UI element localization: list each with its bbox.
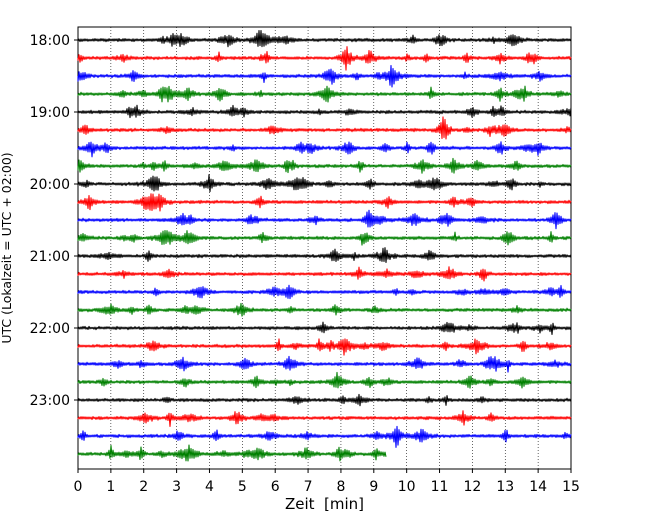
seismogram-trace (77, 230, 572, 246)
seismogram-trace (77, 425, 572, 448)
y-tick-label: 23:00 (30, 393, 70, 409)
y-tick-label: 20:00 (30, 177, 70, 193)
x-tick-label: 3 (172, 479, 181, 495)
x-axis: 0 1 2 3 4 5 6 7 8 9 10 11 12 13 14 15 (74, 469, 580, 495)
seismogram-trace (77, 46, 572, 71)
seismogram-trace (77, 266, 572, 282)
x-tick-label: 11 (431, 479, 449, 495)
seismogram-trace (77, 104, 572, 119)
seismogram-trace (77, 193, 572, 212)
seismogram-trace (77, 410, 572, 427)
x-tick-label: 1 (106, 479, 115, 495)
x-axis-label: Zeit [min] (285, 495, 364, 513)
seismogram-trace (77, 116, 572, 140)
plot-frame (77, 26, 572, 470)
x-tick-label: 7 (304, 479, 313, 495)
seismogram-trace (77, 302, 572, 317)
x-tick-label: 9 (369, 479, 378, 495)
seismogram-trace (77, 64, 572, 88)
seismogram-trace (77, 284, 572, 300)
seismogram-trace (77, 209, 572, 230)
x-tick-label: 6 (271, 479, 280, 495)
seismogram-trace (77, 174, 572, 193)
seismogram-trace (77, 157, 572, 174)
x-tick-label: 13 (496, 479, 514, 495)
x-tick-label: 8 (336, 479, 345, 495)
seismogram-trace (77, 371, 572, 389)
seismogram-trace (77, 393, 572, 407)
x-tick-label: 2 (139, 479, 148, 495)
x-tick-label: 4 (205, 479, 214, 495)
y-tick-label: 22:00 (30, 321, 70, 337)
y-axis: 18:00 19:00 20:00 21:00 22:00 23:00 (30, 33, 78, 409)
seismogram-trace (77, 141, 572, 158)
seismogram-traces (77, 29, 572, 462)
x-tick-label: 15 (562, 479, 580, 495)
seismogram-trace (77, 29, 572, 48)
seismogram-trace (77, 85, 572, 103)
y-tick-label: 19:00 (30, 105, 70, 121)
x-tick-label: 12 (463, 479, 481, 495)
y-tick-label: 18:00 (30, 33, 70, 49)
x-tick-label: 14 (529, 479, 547, 495)
x-tick-label: 10 (398, 479, 416, 495)
seismogram-trace (77, 338, 572, 356)
seismogram-trace (77, 247, 572, 263)
y-axis-label: UTC (Lokalzeit = UTC + 02:00) (0, 152, 14, 343)
x-tick-label: 0 (74, 479, 83, 495)
seismogram-trace (77, 321, 572, 336)
seismogram-trace (77, 444, 387, 462)
seismogram-trace (77, 355, 572, 373)
y-tick-label: 21:00 (30, 249, 70, 265)
x-tick-label: 5 (238, 479, 247, 495)
